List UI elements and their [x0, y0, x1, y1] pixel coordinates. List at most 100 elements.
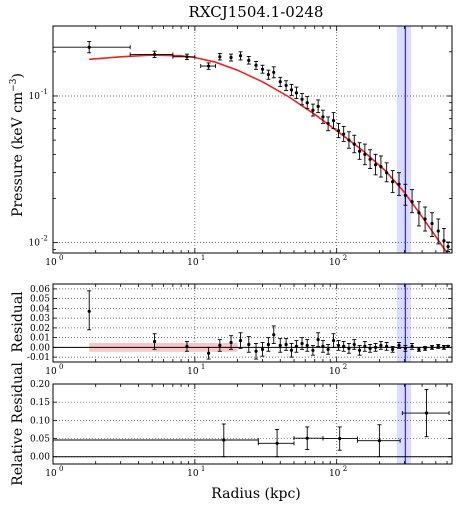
pressure-point-6 [238, 54, 243, 58]
residual-point-20 [321, 344, 325, 348]
residual-point-4 [218, 343, 222, 348]
residual-point-29 [368, 346, 372, 350]
residual-point-8 [254, 349, 258, 353]
residual-point-21 [326, 347, 330, 351]
pressure-grid [53, 26, 452, 253]
pressure-point-16 [300, 97, 304, 101]
relative-xtick-exp-2: 2 [343, 465, 347, 473]
pressure-axes: 10 0 10 1 10 210 -210 -1 [29, 25, 453, 268]
relative-ytick-label-4: 0.20 [30, 380, 50, 390]
residual-point-38 [423, 346, 427, 350]
residual-xtick-label-1: 10 [187, 367, 199, 377]
relative-axes: 10 0 10 1 10 20.000.050.100.150.20 [30, 380, 453, 479]
pressure-point-20 [321, 115, 325, 119]
relative-y-label: Relative Residual [10, 362, 26, 486]
residual-y-label: Residual [10, 291, 26, 353]
pressure-point-24 [342, 132, 346, 136]
residual-point-39 [430, 345, 434, 349]
pressure-model-group [89, 54, 448, 254]
residual-ytick-label-3: 0.02 [30, 324, 50, 334]
pressure-ytick-exp-1: -1 [41, 88, 48, 96]
residual-xtick-exp-2: 2 [343, 363, 347, 371]
pressure-xtick-exp-1: 1 [201, 254, 205, 262]
relative-band-group [396, 384, 412, 464]
pressure-ytick-exp-0: -2 [41, 235, 48, 243]
pressure-point-39 [430, 221, 434, 226]
pressure-point-7 [247, 58, 251, 62]
pressure-axes-frame [52, 25, 453, 254]
pressure-band-group [396, 26, 412, 253]
residual-point-13 [284, 342, 288, 347]
pressure-y-label: Pressure (keV cm−3) [9, 73, 26, 217]
residual-point-37 [417, 347, 421, 351]
relative-point-1 [275, 441, 279, 445]
pressure-point-10 [266, 72, 270, 77]
pressure-ytick-label-0: 10 [29, 239, 41, 249]
pressure-point-36 [410, 200, 414, 204]
relative-shaded-band [396, 384, 412, 464]
residual-points [87, 290, 451, 360]
residual-point-17 [305, 343, 309, 348]
residual-xtick-label-2: 10 [329, 367, 341, 377]
residual-point-22 [331, 338, 336, 343]
pressure-point-12 [278, 80, 282, 84]
residual-point-2 [185, 344, 189, 348]
pressure-point-37 [417, 211, 421, 215]
relative-point-0 [222, 438, 226, 442]
residual-point-32 [385, 344, 389, 348]
relative-point-3 [338, 436, 342, 441]
relative-point-4 [377, 439, 381, 443]
residual-point-40 [436, 344, 440, 348]
residual-point-33 [391, 347, 395, 351]
residual-point-16 [300, 341, 304, 346]
pressure-point-34 [397, 182, 401, 186]
residual-xtick-exp-1: 1 [201, 363, 205, 371]
residual-point-24 [342, 344, 346, 348]
residual-band-group [396, 284, 412, 362]
pressure-point-32 [385, 171, 389, 175]
residual-shaded-band [396, 284, 412, 362]
relative-point-5 [424, 411, 429, 415]
relative-grid [53, 383, 452, 464]
pressure-point-35 [403, 193, 407, 197]
residual-point-9 [260, 347, 265, 351]
residual-point-14 [289, 348, 294, 352]
pressure-points [52, 41, 451, 254]
residual-point-28 [363, 344, 367, 348]
pressure-point-4 [218, 55, 222, 59]
pressure-point-42 [446, 244, 450, 249]
residual-point-19 [316, 337, 320, 342]
model-curve [89, 54, 448, 254]
relative-points [52, 389, 450, 458]
residual-axes: 10 0 10 1 10 2-0.010.000.010.020.030.040.050.… [27, 283, 453, 377]
pressure-point-40 [436, 229, 440, 233]
chart-title: RXCJ1504.1-0248 [189, 3, 324, 21]
pressure-point-29 [368, 157, 372, 161]
residual-point-11 [272, 333, 276, 337]
residual-point-35 [403, 346, 407, 350]
pressure-xtick-exp-0: 0 [59, 254, 63, 262]
pressure-ytick-label-1: 10 [29, 92, 41, 102]
pressure-xtick-label-0: 10 [45, 258, 57, 268]
residual-point-12 [278, 343, 282, 348]
residual-ytick-label-0: -0.01 [27, 353, 50, 363]
residual-point-7 [247, 342, 251, 347]
pressure-point-27 [357, 149, 362, 153]
residual-point-0 [87, 309, 91, 313]
relative-ytick-label-1: 0.05 [30, 435, 50, 445]
residual-point-31 [379, 343, 383, 348]
x-axis-label: Radius (kpc) [211, 486, 301, 502]
residual-ytick-label-6: 0.05 [30, 295, 50, 305]
residual-point-25 [347, 346, 351, 350]
residual-point-18 [311, 348, 315, 352]
pressure-point-41 [442, 239, 446, 243]
residual-point-3 [206, 351, 211, 355]
relative-residual-panel: 10 0 10 1 10 20.000.050.100.150.20 [30, 380, 453, 479]
relative-xtick-label-1: 10 [187, 469, 199, 479]
relative-ytick-label-2: 0.10 [30, 416, 50, 426]
residual-point-23 [336, 343, 341, 348]
residual-point-27 [357, 348, 362, 352]
pressure-point-8 [254, 63, 258, 67]
pressure-point-15 [294, 91, 299, 95]
residual-point-15 [294, 344, 299, 348]
